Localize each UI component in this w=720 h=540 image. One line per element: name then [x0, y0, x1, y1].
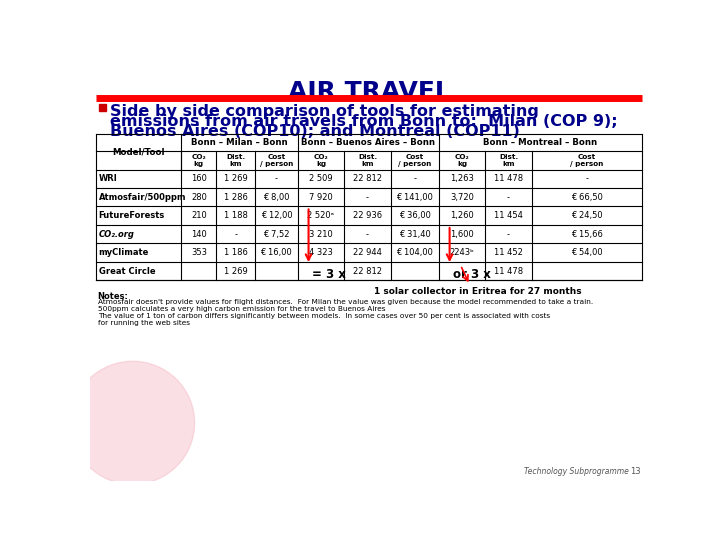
Text: or 3 x: or 3 x [453, 268, 490, 281]
Text: 2243ᵇ: 2243ᵇ [449, 248, 474, 257]
Text: Buenos Aires (COP10); and Montreal (COP11): Buenos Aires (COP10); and Montreal (COP1… [110, 124, 520, 139]
Text: Great Circle: Great Circle [99, 267, 155, 275]
Text: Model/Tool: Model/Tool [112, 147, 165, 156]
Text: 11 452: 11 452 [494, 248, 523, 257]
Text: Cost
/ person: Cost / person [570, 154, 603, 166]
Circle shape [71, 361, 194, 484]
Text: Technology Subprogramme: Technology Subprogramme [524, 467, 629, 476]
Text: = 3 x: = 3 x [312, 268, 346, 281]
Text: 500ppm calculates a very high carbon emission for the travel to Buenos Aires: 500ppm calculates a very high carbon emi… [98, 306, 385, 312]
Text: -: - [234, 230, 237, 239]
Text: CO₂.org: CO₂.org [99, 230, 135, 239]
Text: Notes:: Notes: [98, 292, 129, 301]
Text: 1 solar collector in Eritrea for 27 months: 1 solar collector in Eritrea for 27 mont… [374, 287, 581, 295]
Text: 140: 140 [191, 230, 207, 239]
Text: 1 269: 1 269 [224, 267, 248, 275]
Text: 2 509: 2 509 [309, 174, 333, 183]
Text: 11 454: 11 454 [494, 211, 523, 220]
Text: for running the web sites: for running the web sites [98, 320, 190, 326]
Text: € 31,40: € 31,40 [399, 230, 431, 239]
Text: € 7,52: € 7,52 [263, 230, 289, 239]
Text: Dist.
km: Dist. km [358, 154, 377, 166]
Text: Side by side comparison of tools for estimating: Side by side comparison of tools for est… [110, 104, 539, 119]
Text: 13: 13 [629, 467, 640, 476]
Text: € 141,00: € 141,00 [396, 193, 433, 202]
Text: 2 520ᵃ: 2 520ᵃ [307, 211, 335, 220]
Text: -: - [366, 230, 369, 239]
Text: 22 812: 22 812 [353, 267, 382, 275]
Text: 210: 210 [191, 211, 207, 220]
Text: 11 478: 11 478 [494, 267, 523, 275]
Text: Atmosfair doesn't provide values for flight distances.  For Milan the value was : Atmosfair doesn't provide values for fli… [98, 299, 593, 305]
Text: emissions from air travels from Bonn to:  Milan (COP 9);: emissions from air travels from Bonn to:… [110, 114, 618, 129]
Text: AIR TRAVEL: AIR TRAVEL [287, 80, 451, 104]
Text: -: - [275, 174, 278, 183]
Text: 3,720: 3,720 [450, 193, 474, 202]
Text: 22 944: 22 944 [353, 248, 382, 257]
Text: 1,263: 1,263 [450, 174, 474, 183]
Text: € 54,00: € 54,00 [571, 248, 603, 257]
Text: € 15,66: € 15,66 [571, 230, 603, 239]
Text: CO₂
kg: CO₂ kg [192, 154, 206, 166]
Text: The value of 1 ton of carbon differs significantly between models.  In some case: The value of 1 ton of carbon differs sig… [98, 313, 550, 319]
Text: -: - [413, 174, 416, 183]
Text: 1 188: 1 188 [224, 211, 248, 220]
Text: CO₂
kg: CO₂ kg [455, 154, 469, 166]
Text: Bonn – Buenos Aires – Bonn: Bonn – Buenos Aires – Bonn [301, 138, 435, 147]
Text: 11 478: 11 478 [494, 174, 523, 183]
Text: 160: 160 [191, 174, 207, 183]
Text: myClimate: myClimate [99, 248, 149, 257]
Text: Cost
/ person: Cost / person [260, 154, 293, 166]
Text: CO₂
kg: CO₂ kg [314, 154, 328, 166]
Text: 1 286: 1 286 [224, 193, 248, 202]
Text: Bonn – Milan – Bonn: Bonn – Milan – Bonn [192, 138, 288, 147]
Text: WRI: WRI [99, 174, 117, 183]
Text: Dist.
km: Dist. km [226, 154, 246, 166]
Text: 1 186: 1 186 [224, 248, 248, 257]
Text: 7 920: 7 920 [309, 193, 333, 202]
Text: € 24,50: € 24,50 [571, 211, 603, 220]
Text: 22 936: 22 936 [353, 211, 382, 220]
Text: 1 269: 1 269 [224, 174, 248, 183]
Text: -: - [507, 193, 510, 202]
Text: 1,600: 1,600 [450, 230, 474, 239]
Text: € 36,00: € 36,00 [399, 211, 431, 220]
Text: -: - [585, 174, 588, 183]
Text: € 16,00: € 16,00 [261, 248, 292, 257]
Text: 1,260: 1,260 [450, 211, 474, 220]
Text: FutureForests: FutureForests [99, 211, 165, 220]
Text: -: - [507, 230, 510, 239]
Text: € 12,00: € 12,00 [261, 211, 292, 220]
Text: 280: 280 [191, 193, 207, 202]
Text: Dist.
km: Dist. km [499, 154, 518, 166]
Text: € 66,50: € 66,50 [571, 193, 603, 202]
Text: 3 210: 3 210 [309, 230, 333, 239]
Text: Atmosfair/500ppm: Atmosfair/500ppm [99, 193, 186, 202]
Text: Bonn – Montreal – Bonn: Bonn – Montreal – Bonn [483, 138, 598, 147]
Text: 22 812: 22 812 [353, 174, 382, 183]
Text: Cost
/ person: Cost / person [398, 154, 431, 166]
Text: 4 323: 4 323 [309, 248, 333, 257]
Text: € 8,00: € 8,00 [263, 193, 289, 202]
Text: € 104,00: € 104,00 [396, 248, 433, 257]
Bar [99, 104, 107, 111]
Text: -: - [366, 193, 369, 202]
Text: 353: 353 [191, 248, 207, 257]
